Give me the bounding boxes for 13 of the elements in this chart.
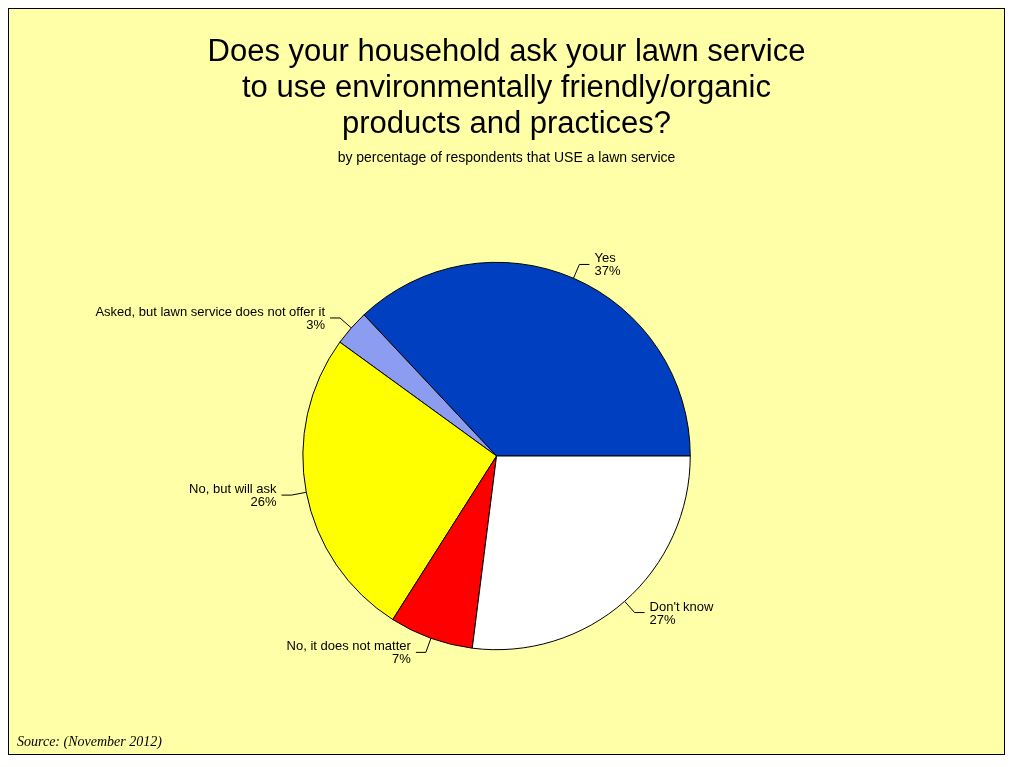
- data-label: 7%: [392, 651, 412, 667]
- source-note: Source: (November 2012): [17, 733, 163, 750]
- data-label: 26%: [250, 494, 277, 510]
- data-label: 37%: [594, 263, 621, 279]
- chart-title: Does your household ask your lawn service to use environmentally friendly/organic products and practices?: [207, 32, 806, 140]
- slice-label: No, but will ask: [189, 481, 278, 497]
- data-label: 27%: [649, 611, 677, 627]
- slice-label: Asked, but lawn service does not offer it: [95, 303, 326, 319]
- slice-label: Yes: [594, 250, 617, 266]
- slice-label: No, it does not matter: [286, 638, 412, 654]
- data-label: 3%: [306, 316, 326, 332]
- slice-label: Don't know: [649, 598, 715, 614]
- chart-subtitle: by percentage of respondents that USE a lawn service: [337, 149, 676, 165]
